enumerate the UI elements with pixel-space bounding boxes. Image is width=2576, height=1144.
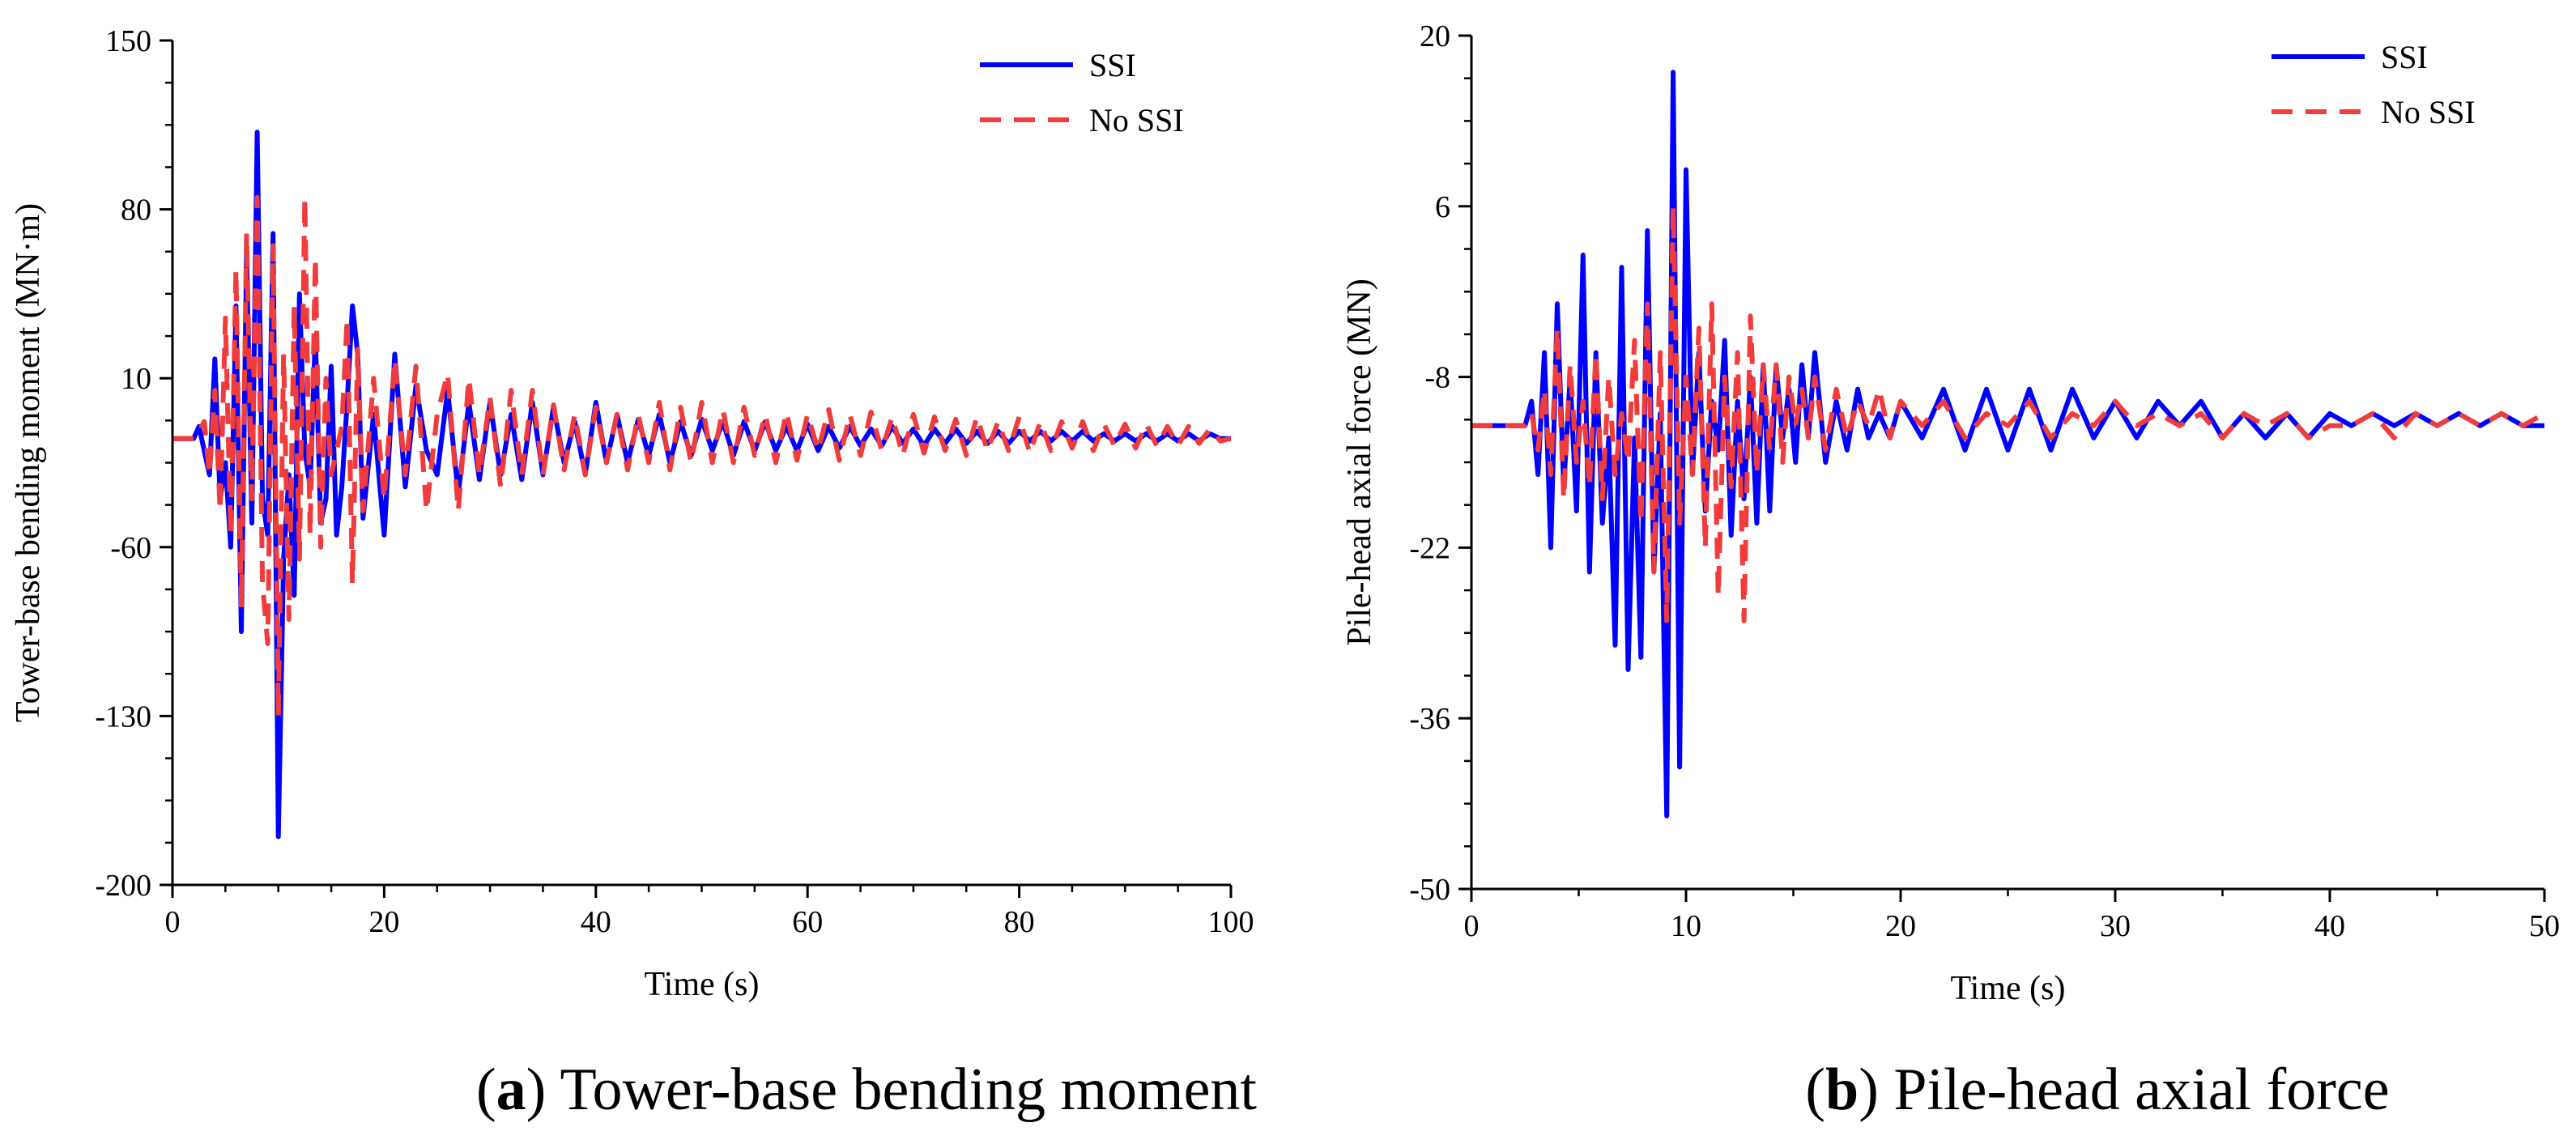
panel-caption: (a) Tower-base bending moment [476,1057,1257,1123]
y-tick-label: -130 [95,700,151,734]
y-tick-label: -22 [1409,531,1450,565]
panel-caption: (b) Pile-head axial force [1805,1057,2389,1123]
y-tick-label: 10 [121,362,151,396]
y-tick-label: -60 [110,531,151,565]
axes-frame [171,40,1231,887]
x-tick-label: 50 [2529,909,2560,943]
y-tick-label: -8 [1424,361,1450,395]
x-tick-label: 30 [2100,909,2131,943]
series-line-ssi [1471,70,2544,819]
series-line-no-ssi [172,194,1231,719]
legend-label: SSI [2381,39,2428,75]
y-tick-label: -50 [1409,873,1450,907]
x-tick-label: 0 [1464,909,1480,943]
legend-label: No SSI [2381,94,2476,130]
x-axis-title: Time (s) [645,966,760,1003]
x-tick-label: 40 [581,905,611,939]
y-tick-label: 20 [1420,19,1450,53]
x-tick-label: 0 [165,905,181,939]
x-tick-label: 100 [1208,905,1254,939]
y-tick-label: -200 [95,869,151,903]
x-axis-title: Time (s) [1951,970,2066,1007]
x-tick-label: 80 [1004,905,1035,939]
x-tick-label: 20 [368,905,399,939]
legend-label: No SSI [1089,102,1184,138]
series-line-no-ssi [1471,203,2544,623]
series-line-ssi [172,130,1231,840]
x-tick-label: 60 [792,905,823,939]
y-tick-label: -36 [1409,702,1450,736]
y-tick-label: 6 [1435,190,1450,224]
panel-a: 0 20 40 60 80 100 -200 -130 -60 10 80 150 Time (s) To… [10,24,1257,1123]
y-tick-label: 150 [105,24,151,58]
y-axis-title: Pile-head axial force (MN) [1341,279,1378,646]
legend-label: SSI [1089,47,1136,83]
y-tick-label: 80 [121,194,151,228]
x-tick-label: 20 [1885,909,1916,943]
panel-b: 0 10 20 30 40 50 -50 -36 -22 -8 6 20 Time (s) Pile-he… [1341,19,2560,1123]
y-axis-title: Tower-base bending moment (MN·m) [10,203,47,722]
x-tick-label: 40 [2314,909,2345,943]
x-tick-label: 10 [1671,909,1701,943]
